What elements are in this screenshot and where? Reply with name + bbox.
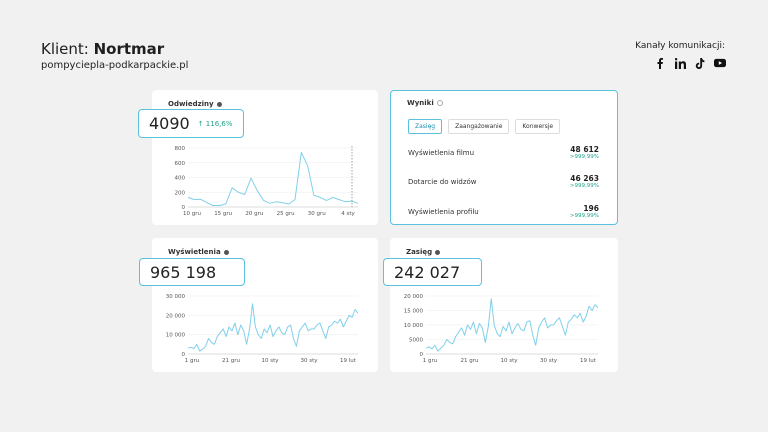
x-tick-label: 10 sty <box>500 358 518 364</box>
info-icon[interactable] <box>223 249 229 255</box>
views-value: 965 198 <box>150 262 217 282</box>
x-tick-label: 1 gru <box>423 358 438 364</box>
y-tick-label: 0 <box>182 205 186 211</box>
y-tick-label: 20 000 <box>166 313 186 319</box>
x-tick-label: 20 gru <box>245 211 263 217</box>
series-line <box>425 298 599 352</box>
metric-value: 46 263 >999,99% <box>569 174 599 190</box>
reach-value-box: 242 027 <box>383 258 482 286</box>
social-icons <box>654 57 726 69</box>
x-tick-label: 21 gru <box>222 358 240 364</box>
metric-number: 196 <box>583 204 599 213</box>
results-title-text: Wyniki <box>407 99 434 107</box>
metric-row: Wyświetlenia profilu 196 >999,99% <box>408 204 599 220</box>
client-prefix: Klient: <box>41 40 94 58</box>
y-tick-label: 400 <box>175 176 186 182</box>
metric-delta: >999,99% <box>569 154 599 161</box>
client-name: Nortmar <box>93 40 165 58</box>
y-tick-label: 5000 <box>409 338 423 344</box>
tiktok-icon[interactable] <box>694 57 706 69</box>
visits-title: Odwiedziny <box>168 100 222 108</box>
metric-value: 48 612 >999,99% <box>569 145 599 161</box>
x-tick-label: 10 sty <box>261 358 279 364</box>
visits-title-text: Odwiedziny <box>168 100 214 108</box>
visits-chart: 0 200 400 600 800 10 gru 15 gru 20 gru 25 gru 30 … <box>175 146 359 217</box>
metric-number: 48 612 <box>570 145 599 154</box>
metric-row: Dotarcie do widzów 46 263 >999,99% <box>408 174 599 190</box>
x-tick-label: 10 gru <box>183 211 201 217</box>
x-tick-label: 30 gru <box>308 211 326 217</box>
views-title: Wyświetlenia <box>168 248 229 256</box>
views-value-box: 965 198 <box>139 258 245 286</box>
client-heading: Klient: Nortmar <box>41 40 164 58</box>
reach-value: 242 027 <box>394 262 461 282</box>
x-tick-label: 19 lut <box>580 358 597 364</box>
results-title: Wyniki <box>407 99 443 107</box>
info-icon[interactable] <box>436 100 443 106</box>
x-tick-label: 30 sty <box>540 358 558 364</box>
y-tick-label: 800 <box>175 146 186 152</box>
y-tick-label: 0 <box>182 352 186 358</box>
y-tick-label: 15 000 <box>404 309 424 315</box>
reach-title-text: Zasięg <box>406 248 433 256</box>
x-tick-label: 30 sty <box>300 358 318 364</box>
y-tick-label: 0 <box>420 352 424 358</box>
info-icon[interactable] <box>435 249 441 255</box>
x-tick-label: 19 lut <box>340 358 357 364</box>
reach-chart: 0 5000 10 000 15 000 20 000 1 gru 21 gru 10 sty… <box>404 294 599 364</box>
metric-label: Wyświetlenia profilu <box>408 208 479 217</box>
youtube-icon[interactable] <box>714 57 726 69</box>
views-chart: 0 10 000 20 000 30 000 1 gru 21 gru 10 sty 30 s… <box>166 294 359 364</box>
info-icon[interactable] <box>216 101 222 107</box>
metric-value: 196 >999,99% <box>569 204 599 220</box>
visits-delta: ↑ 116,6% <box>197 119 233 128</box>
metric-delta: >999,99% <box>569 183 599 190</box>
linkedin-icon[interactable] <box>674 57 686 69</box>
metric-delta: >999,99% <box>569 213 599 220</box>
y-tick-label: 20 000 <box>404 294 424 300</box>
metric-row: Wyświetlenia filmu 48 612 >999,99% <box>408 145 599 161</box>
y-tick-label: 30 000 <box>166 294 186 300</box>
results-tabs: Zasięg Zaangażowanie Konwersje <box>408 119 561 134</box>
series-line <box>187 151 359 206</box>
x-tick-label: 25 gru <box>277 211 295 217</box>
site-url: pompyciepla-podkarpackie.pl <box>41 60 189 71</box>
y-tick-label: 600 <box>175 161 186 167</box>
x-tick-label: 4 sty <box>341 211 355 217</box>
visits-value: 4090 <box>149 114 190 133</box>
x-tick-label: 15 gru <box>214 211 232 217</box>
x-tick-label: 21 gru <box>461 358 479 364</box>
y-tick-label: 10 000 <box>166 333 186 339</box>
y-tick-label: 10 000 <box>404 323 424 329</box>
views-title-text: Wyświetlenia <box>168 248 221 256</box>
tab-zaangazowanie[interactable]: Zaangażowanie <box>448 119 510 134</box>
facebook-icon[interactable] <box>654 57 666 69</box>
tab-zasieg[interactable]: Zasięg <box>408 119 443 134</box>
results-card: Wyniki Zasięg Zaangażowanie Konwersje Wy… <box>390 90 618 225</box>
channels-label: Kanały komunikacji: <box>635 41 725 51</box>
series-line <box>187 303 359 352</box>
tab-konwersje[interactable]: Konwersje <box>515 119 561 134</box>
x-tick-label: 1 gru <box>185 358 200 364</box>
metric-label: Dotarcie do widzów <box>408 178 477 187</box>
metric-number: 46 263 <box>570 174 599 183</box>
reach-title: Zasięg <box>406 248 441 256</box>
visits-value-box: 4090 ↑ 116,6% <box>138 109 244 138</box>
metric-label: Wyświetlenia filmu <box>408 149 475 158</box>
y-tick-label: 200 <box>175 190 186 196</box>
